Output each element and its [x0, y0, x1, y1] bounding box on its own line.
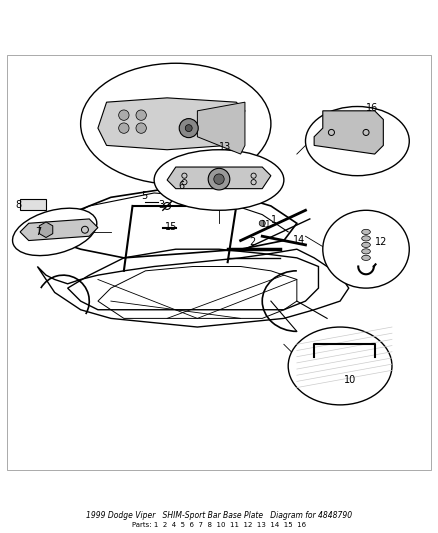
Text: 10: 10: [344, 375, 357, 385]
Text: 11: 11: [260, 220, 271, 229]
Text: 2: 2: [249, 237, 255, 247]
Ellipse shape: [362, 229, 371, 235]
Text: 8: 8: [16, 200, 22, 210]
Text: 15: 15: [165, 222, 177, 232]
Circle shape: [259, 220, 265, 227]
Circle shape: [208, 168, 230, 190]
Text: 3: 3: [159, 200, 165, 210]
Text: 6: 6: [178, 181, 184, 191]
FancyBboxPatch shape: [20, 199, 46, 211]
Ellipse shape: [154, 150, 284, 211]
Ellipse shape: [362, 236, 371, 241]
Polygon shape: [314, 111, 383, 154]
Text: 7: 7: [35, 228, 42, 237]
Text: 12: 12: [374, 237, 387, 247]
Ellipse shape: [13, 208, 97, 256]
Polygon shape: [20, 219, 98, 240]
Circle shape: [179, 119, 198, 138]
Polygon shape: [167, 167, 271, 189]
Ellipse shape: [288, 327, 392, 405]
Text: 4: 4: [184, 179, 191, 189]
Polygon shape: [198, 102, 245, 154]
Circle shape: [119, 123, 129, 133]
Ellipse shape: [81, 63, 271, 184]
Circle shape: [136, 110, 146, 120]
Text: 16: 16: [366, 103, 378, 113]
Text: Parts: 1  2  4  5  6  7  8  10  11  12  13  14  15  16: Parts: 1 2 4 5 6 7 8 10 11 12 13 14 15 1…: [132, 522, 306, 528]
Circle shape: [136, 123, 146, 133]
Text: 1: 1: [271, 215, 277, 225]
Ellipse shape: [323, 211, 409, 288]
Ellipse shape: [362, 255, 371, 261]
Text: 14: 14: [293, 235, 305, 245]
Circle shape: [119, 110, 129, 120]
Ellipse shape: [362, 249, 371, 254]
Text: 5: 5: [141, 191, 148, 201]
Polygon shape: [39, 222, 53, 238]
Ellipse shape: [362, 243, 371, 247]
Circle shape: [214, 174, 224, 184]
Text: 13: 13: [219, 142, 231, 152]
Circle shape: [185, 125, 192, 132]
Text: 1999 Dodge Viper   SHIM-Sport Bar Base Plate   Diagram for 4848790: 1999 Dodge Viper SHIM-Sport Bar Base Pla…: [86, 511, 352, 520]
Ellipse shape: [305, 107, 409, 176]
Polygon shape: [98, 98, 245, 150]
